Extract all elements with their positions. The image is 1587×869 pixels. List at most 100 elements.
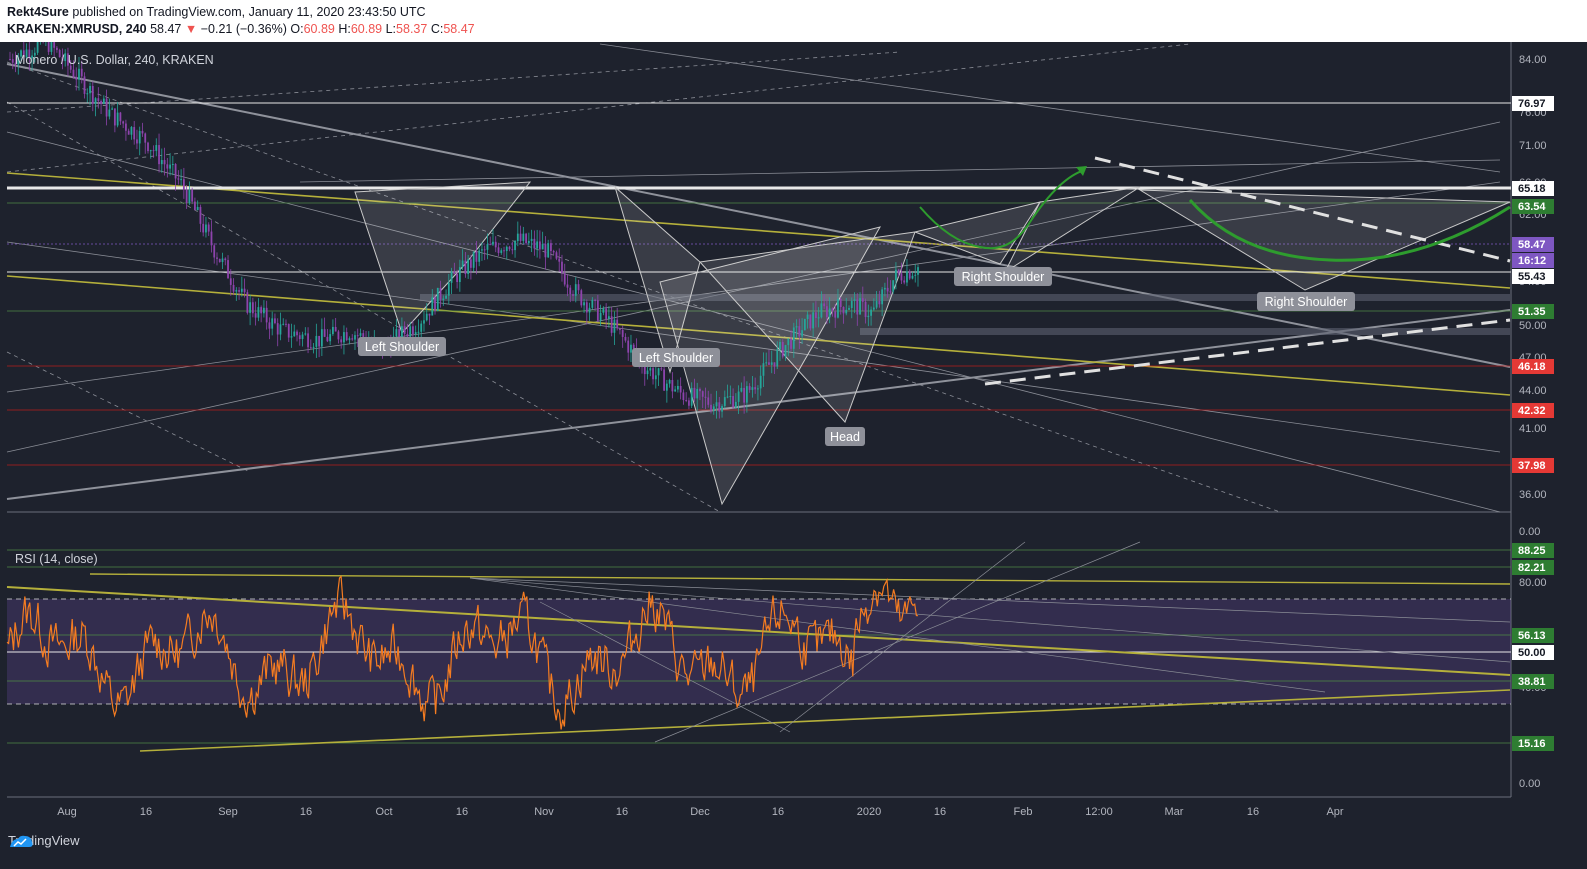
candle-body xyxy=(191,189,194,202)
rsi-fan-line xyxy=(469,577,1511,663)
candle-body xyxy=(238,290,240,292)
candle-body xyxy=(895,269,897,281)
candle-body xyxy=(538,241,541,250)
candle-body xyxy=(903,280,906,283)
candle-body xyxy=(654,375,657,380)
yellow-trendline xyxy=(6,172,1511,289)
price-level-value: 16:12 xyxy=(1518,255,1546,267)
pattern-shape xyxy=(354,181,532,334)
candle-body xyxy=(668,379,671,384)
candle-body xyxy=(122,121,125,124)
candle-body xyxy=(475,251,478,262)
candle-body xyxy=(108,109,111,117)
footer-brand[interactable]: TradingView xyxy=(8,833,80,848)
candle-body xyxy=(729,396,732,398)
open-value: 60.89 xyxy=(303,22,335,36)
rsi-trendline xyxy=(139,689,1511,752)
candle-body xyxy=(685,400,688,402)
candle-body xyxy=(14,62,17,65)
candle-body xyxy=(577,284,580,291)
candle-body xyxy=(737,391,740,402)
price-level-tag xyxy=(1512,199,1554,214)
candle-body xyxy=(318,335,321,347)
candle-body xyxy=(607,316,610,319)
candle-body xyxy=(210,231,213,246)
candle-body xyxy=(194,201,196,211)
rsi-tick-label: 80.00 xyxy=(1519,577,1547,589)
candle-body xyxy=(740,387,743,392)
time-axis[interactable]: Aug 16 Sep 16 Oct 16 Nov 16 Dec 16 2020 16 Feb 12:00 M… xyxy=(57,806,1344,818)
fan-line xyxy=(6,241,1501,453)
rsi-fan-line xyxy=(779,541,1026,733)
candle-body xyxy=(803,319,806,331)
candle-body xyxy=(842,306,845,314)
candle-body xyxy=(304,333,307,335)
candle-body xyxy=(511,249,514,251)
candle-body xyxy=(527,240,530,244)
ohlc-line: KRAKEN:XMRUSD, 240 58.47 ▼ −0.21 (−0.36%… xyxy=(7,22,475,36)
last-price: 58.47 xyxy=(150,22,182,36)
author-name[interactable]: Rekt4Sure xyxy=(7,5,69,19)
candle-body xyxy=(630,344,632,353)
rsi-line[interactable] xyxy=(6,575,919,730)
candle-body xyxy=(646,370,649,375)
candle-body xyxy=(591,299,594,308)
candle-body xyxy=(773,362,776,367)
candle-body xyxy=(779,341,781,350)
candle-body xyxy=(22,50,25,58)
time-tick-label: Aug xyxy=(57,806,77,818)
candle-body xyxy=(69,65,72,70)
published-text: published on TradingView.com, January 11… xyxy=(68,5,426,19)
candle-body xyxy=(232,284,235,292)
candle-body xyxy=(285,323,287,325)
candle-body xyxy=(20,50,22,57)
price-level-tag xyxy=(1512,181,1554,196)
candle-body xyxy=(257,307,260,318)
candlestick-series[interactable] xyxy=(9,42,919,419)
rsi-fan-line xyxy=(469,577,1326,693)
candle-body xyxy=(699,388,701,392)
candle-body xyxy=(113,108,116,126)
pattern-label-box xyxy=(1257,292,1355,311)
candle-body xyxy=(163,160,166,165)
candle-body xyxy=(141,130,144,134)
candle-body xyxy=(745,386,748,403)
time-tick-label: 16 xyxy=(140,806,152,818)
chart-canvas[interactable]: Monero / U.S. Dollar, 240, KRAKEN RSI (14… xyxy=(0,42,1587,849)
candle-body xyxy=(445,295,447,299)
candle-body xyxy=(395,329,398,337)
candle-body xyxy=(130,127,133,135)
candle-body xyxy=(188,189,191,204)
rsi-level-value: 38.81 xyxy=(1518,676,1546,688)
candle-body xyxy=(671,379,674,392)
candle-body xyxy=(251,302,254,314)
pattern-label: Right Shoulder xyxy=(1265,295,1348,309)
candle-body xyxy=(196,206,199,211)
candle-body xyxy=(147,142,149,152)
candle-body xyxy=(814,312,817,318)
chart-area[interactable]: Monero / U.S. Dollar, 240, KRAKEN RSI (14… xyxy=(0,42,1587,849)
candle-body xyxy=(17,56,20,65)
candle-body xyxy=(878,300,881,305)
candle-body xyxy=(149,150,152,152)
candle-body xyxy=(781,341,784,357)
time-tick-label: 12:00 xyxy=(1085,806,1113,818)
candle-body xyxy=(406,333,409,337)
candle-body xyxy=(547,243,550,258)
projection-path xyxy=(919,169,1086,250)
price-level-tag xyxy=(1512,253,1554,268)
pattern-shape xyxy=(614,185,701,374)
time-tick-label: Sep xyxy=(218,806,238,818)
candle-body xyxy=(202,223,205,233)
candle-body xyxy=(218,258,221,263)
candle-body xyxy=(908,271,911,279)
time-tick-label: Apr xyxy=(1326,806,1343,818)
candle-body xyxy=(332,326,334,335)
pattern-label-box xyxy=(825,427,865,446)
candle-body xyxy=(326,336,329,342)
dashed-resistance xyxy=(1094,156,1511,263)
trendlines-layer xyxy=(6,43,1511,513)
candle-body xyxy=(11,59,14,63)
candle-body xyxy=(643,366,646,375)
candle-body xyxy=(688,400,690,406)
